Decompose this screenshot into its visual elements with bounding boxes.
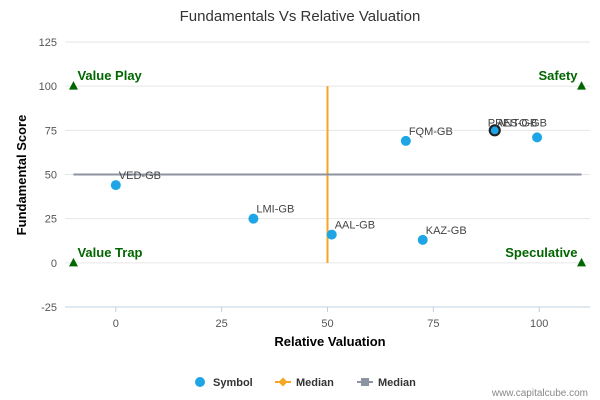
- x-tick-label: 100: [530, 318, 548, 330]
- quadrant-triangle-marker: [577, 81, 587, 90]
- x-axis: 0 25 50 75 100: [65, 306, 590, 330]
- legend-label: Median: [378, 377, 416, 389]
- data-point[interactable]: [488, 124, 501, 137]
- legend-symbol-icon: [195, 377, 205, 387]
- data-point[interactable]: [417, 234, 428, 245]
- legend-item[interactable]: Median: [357, 377, 416, 389]
- chart-title: Fundamentals Vs Relative Valuation: [180, 8, 421, 25]
- legend-label: Median: [296, 377, 334, 389]
- data-point-label: VED-GB: [119, 170, 161, 182]
- x-tick-label: 0: [113, 318, 119, 330]
- x-tick-label: 75: [427, 318, 439, 330]
- legend[interactable]: Symbol Median Median: [195, 377, 416, 389]
- quadrant-label: Speculative: [505, 245, 577, 260]
- y-tick-label: 50: [45, 170, 57, 182]
- quadrant-triangle-marker: [68, 257, 78, 267]
- data-point-label: FQM-GB: [409, 126, 453, 138]
- data-point-label: LMI-GB: [256, 204, 294, 216]
- y-tick-label: -25: [41, 302, 57, 314]
- data-points: VED-GB LMI-GB AAL-GB FQM-GB KAZ-GB ANTO-GBPRE…: [110, 117, 547, 245]
- legend-diamond-icon: [278, 377, 288, 387]
- y-axis: -25 0 25 50 75 100 125: [39, 37, 57, 314]
- legend-item[interactable]: Symbol: [195, 377, 253, 389]
- quadrant-label: Value Play: [77, 68, 142, 83]
- quadrant-label: Value Trap: [77, 245, 142, 260]
- y-tick-label: 25: [45, 214, 57, 226]
- y-tick-label: 125: [39, 37, 57, 49]
- data-point-label: KAZ-GB: [426, 225, 467, 237]
- data-point[interactable]: [110, 180, 121, 191]
- data-point[interactable]: [248, 213, 259, 224]
- data-point[interactable]: [532, 132, 543, 143]
- legend-item[interactable]: Median: [275, 377, 334, 389]
- y-tick-label: 75: [45, 125, 57, 137]
- y-axis-title: Fundamental Score: [14, 115, 29, 236]
- quadrant-triangle-marker: [577, 257, 587, 267]
- x-tick-label: 50: [321, 318, 333, 330]
- legend-square-icon: [361, 378, 369, 386]
- x-tick-label: 25: [216, 318, 228, 330]
- quadrant-label: Safety: [539, 68, 579, 83]
- data-point-label: PRES-GB: [488, 117, 538, 129]
- data-point-label: ANTO-GB: [497, 117, 547, 129]
- quadrant-triangle-marker: [68, 81, 78, 90]
- quadrant-markers: Value Play Safety Value Trap Speculative: [68, 68, 587, 267]
- x-axis-title: Relative Valuation: [274, 334, 385, 349]
- data-point[interactable]: [400, 135, 411, 146]
- y-tick-label: 100: [39, 81, 57, 93]
- legend-label: Symbol: [213, 377, 253, 389]
- data-point[interactable]: [326, 229, 337, 240]
- credit-text: www.capitalcube.com: [491, 388, 588, 399]
- y-tick-label: 0: [51, 258, 57, 270]
- data-point-label: AAL-GB: [335, 220, 375, 232]
